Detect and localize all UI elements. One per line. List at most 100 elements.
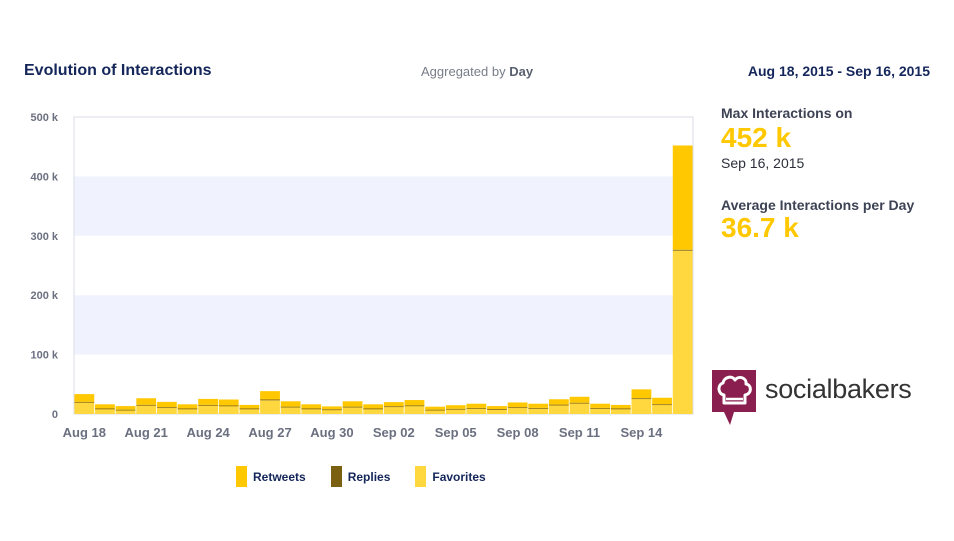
bar-retweets — [672, 145, 693, 250]
chef-hat-speech-bubble-icon — [712, 370, 756, 425]
bar-favorites — [652, 404, 672, 414]
bar-retweets — [425, 406, 445, 410]
bar-favorites — [198, 405, 219, 414]
bar-retweets — [342, 401, 363, 407]
aggregation-prefix: Aggregated by — [421, 64, 506, 79]
bar-favorites — [301, 408, 322, 414]
legend-swatch-replies — [330, 466, 342, 487]
bar-replies — [425, 409, 445, 411]
x-tick-label: Aug 18 — [63, 425, 106, 440]
x-tick-label: Sep 05 — [435, 425, 477, 440]
bar-favorites — [425, 409, 445, 414]
bar-replies — [177, 408, 198, 410]
aggregation-value: Day — [509, 64, 534, 79]
y-tick-label: 300 k — [30, 231, 58, 243]
x-tick-label: Aug 30 — [310, 425, 353, 440]
bar-favorites — [260, 400, 280, 414]
bar-retweets — [95, 404, 115, 409]
bar-replies — [218, 405, 239, 407]
x-tick-label: Sep 11 — [559, 425, 600, 440]
bar-retweets — [136, 398, 157, 405]
bar-favorites — [631, 398, 652, 414]
x-tick-label: Sep 08 — [497, 425, 539, 440]
bar-retweets — [177, 404, 198, 409]
bar-retweets — [322, 406, 342, 410]
legend-item-favorites[interactable]: Favorites — [415, 466, 486, 487]
bar-replies — [260, 399, 280, 401]
bar-replies — [445, 408, 466, 410]
bar-favorites — [342, 406, 363, 414]
legend-swatch-retweets — [236, 466, 247, 487]
bar-retweets — [280, 401, 301, 407]
bar-favorites — [115, 409, 136, 414]
bar-favorites — [177, 408, 198, 414]
y-tick-label: 200 k — [30, 290, 58, 302]
bar-replies — [383, 406, 404, 408]
x-tick-label: Aug 21 — [125, 425, 168, 440]
bar-retweets — [115, 406, 136, 410]
aggregation-label: Aggregated by Day — [421, 64, 533, 79]
bar-retweets — [218, 399, 239, 406]
bar-replies — [466, 407, 487, 409]
bar-replies — [156, 407, 177, 409]
bar-retweets — [507, 402, 528, 408]
bar-favorites — [156, 407, 177, 414]
bar-favorites — [528, 408, 549, 414]
bar-retweets — [239, 404, 260, 409]
bar-replies — [342, 406, 363, 408]
bar-replies — [115, 409, 136, 411]
bar-favorites — [363, 408, 384, 414]
bar-favorites — [280, 406, 301, 414]
plot-frame — [73, 116, 694, 415]
bar-replies — [301, 408, 322, 410]
bar-replies — [136, 404, 157, 406]
bar-retweets — [198, 398, 219, 405]
bar-retweets — [590, 403, 611, 408]
bar-retweets — [528, 403, 549, 408]
bar-retweets — [548, 399, 569, 405]
x-tick-label: Sep 02 — [373, 425, 415, 440]
bar-favorites — [466, 408, 487, 414]
bar-replies — [590, 407, 611, 409]
x-tick-label: Aug 27 — [248, 425, 291, 440]
bar-favorites — [487, 409, 507, 414]
bar-favorites — [383, 406, 404, 414]
bar-replies — [672, 249, 693, 251]
bar-replies — [239, 408, 260, 410]
legend-label-retweets: Retweets — [253, 469, 306, 484]
grid-band — [74, 295, 693, 355]
bar-replies — [404, 405, 425, 407]
bar-replies — [363, 408, 384, 410]
y-tick-label: 0 — [52, 409, 58, 421]
bar-replies — [74, 401, 95, 403]
bar-favorites — [590, 408, 611, 414]
bar-retweets — [301, 404, 322, 409]
bar-favorites — [239, 408, 260, 414]
bar-favorites — [218, 405, 239, 414]
bar-replies — [507, 407, 528, 409]
bar-replies — [548, 404, 569, 406]
max-interactions-date: Sep 16, 2015 — [721, 155, 805, 171]
max-interactions-label: Max Interactions on — [721, 105, 853, 121]
legend-item-replies[interactable]: Replies — [330, 466, 391, 487]
bar-favorites — [445, 409, 466, 414]
x-tick-label: Sep 14 — [620, 425, 663, 440]
bar-retweets — [652, 397, 672, 405]
bar-retweets — [487, 406, 507, 410]
legend-label-favorites: Favorites — [432, 469, 486, 484]
average-interactions-label: Average Interactions per Day — [721, 197, 915, 213]
bar-favorites — [95, 408, 115, 414]
bar-favorites — [322, 409, 342, 414]
bar-replies — [631, 398, 652, 400]
bar-replies — [487, 409, 507, 410]
legend-label-replies: Replies — [347, 469, 391, 484]
bar-retweets — [156, 401, 177, 408]
bar-replies — [322, 409, 342, 411]
chart-title: Evolution of Interactions — [24, 62, 212, 79]
socialbakers-logo: socialbakers — [712, 370, 932, 428]
bar-retweets — [445, 405, 466, 409]
legend-item-retweets[interactable]: Retweets — [236, 466, 306, 487]
bar-retweets — [363, 404, 384, 409]
y-tick-label: 100 k — [30, 350, 58, 362]
